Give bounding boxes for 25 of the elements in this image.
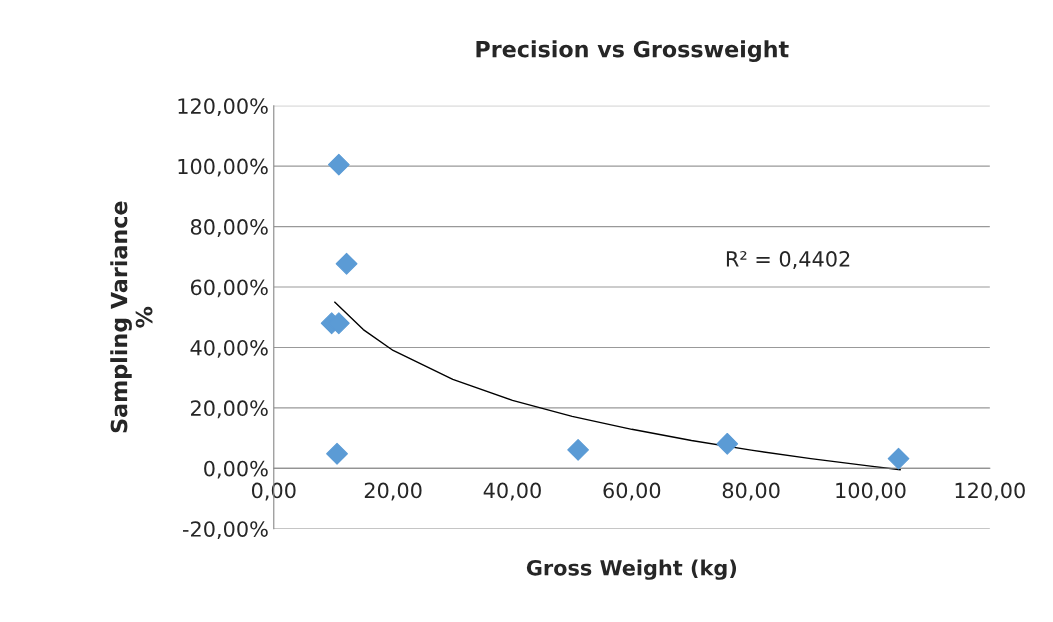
- annotation: R² = 0,4402: [726, 251, 850, 269]
- point: [567, 438, 589, 461]
- y-tick-label: 100,00%: [178, 158, 268, 177]
- x-tick-label: 120,00: [955, 482, 1025, 501]
- y-tick-label: 120,00%: [178, 98, 268, 117]
- y-tick-label: 0,00%: [204, 460, 268, 479]
- y-tick-label: 40,00%: [190, 339, 268, 358]
- x-tick-label: 0,00: [251, 482, 296, 501]
- chart-title: Precision vs Grossweight: [476, 40, 789, 62]
- point: [335, 252, 358, 275]
- y-tick-label: 80,00%: [190, 219, 268, 237]
- x-tick-label: 60,00: [603, 482, 661, 501]
- y-axis-title: Sampling Variance %: [110, 201, 153, 433]
- point: [327, 153, 350, 176]
- x-axis-title: Gross Weight (kg): [526, 559, 737, 580]
- x-tick-label: 20,00: [364, 482, 422, 501]
- point: [887, 447, 910, 470]
- point: [716, 432, 739, 455]
- point: [326, 442, 348, 465]
- y-tick-label: 20,00%: [191, 400, 268, 419]
- x-tick-label: 100,00: [836, 482, 906, 501]
- x-tick-label: 80,00: [722, 482, 780, 501]
- y-tick-label: 60,00%: [190, 279, 268, 298]
- x-tick-label: 40,00: [483, 482, 541, 501]
- y-tick-label: -20,00%: [182, 521, 268, 540]
